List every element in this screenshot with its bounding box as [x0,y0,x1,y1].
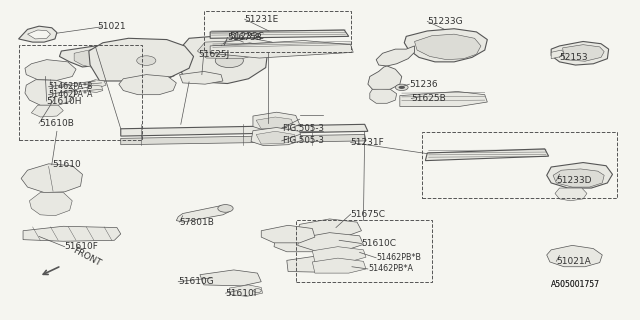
Polygon shape [25,80,76,105]
Polygon shape [89,80,106,87]
Text: 51610G: 51610G [178,277,214,286]
Polygon shape [298,233,364,251]
Polygon shape [19,26,57,42]
Polygon shape [256,117,293,129]
Text: 51462PA*A: 51462PA*A [49,90,93,99]
Circle shape [137,56,156,65]
Polygon shape [256,131,296,144]
Text: 51462PB*A: 51462PB*A [368,264,413,274]
Polygon shape [229,285,262,296]
Text: 51675C: 51675C [351,210,386,219]
Polygon shape [551,50,564,59]
Text: 51675B: 51675B [227,33,262,42]
Polygon shape [404,29,487,62]
Polygon shape [223,38,274,55]
Text: 57801B: 57801B [179,218,214,227]
Text: 52153: 52153 [559,53,588,62]
Polygon shape [87,85,103,92]
Text: 51610H: 51610H [47,97,82,106]
Polygon shape [400,92,487,107]
Polygon shape [89,38,193,81]
Polygon shape [370,89,397,103]
Text: 51610C: 51610C [362,239,397,248]
Polygon shape [551,42,609,65]
Polygon shape [298,219,362,237]
Polygon shape [376,46,415,66]
Circle shape [218,204,233,212]
Polygon shape [121,134,366,145]
Polygon shape [119,75,176,95]
Polygon shape [563,45,604,61]
Polygon shape [25,60,76,80]
Bar [19,45,143,140]
Text: 51231E: 51231E [244,15,279,24]
Text: 51236: 51236 [410,80,438,89]
Text: 51231F: 51231F [351,138,385,147]
Polygon shape [261,225,315,243]
Polygon shape [251,127,302,146]
Polygon shape [229,43,269,54]
Text: 51625B: 51625B [412,94,446,103]
Circle shape [399,86,405,89]
Polygon shape [274,234,332,252]
Polygon shape [547,163,612,188]
Polygon shape [287,256,336,272]
Circle shape [215,53,243,68]
Polygon shape [179,71,223,84]
Polygon shape [415,34,481,60]
Polygon shape [121,124,368,136]
Polygon shape [60,46,174,81]
Polygon shape [547,245,602,267]
Polygon shape [176,205,232,222]
Polygon shape [312,247,366,262]
Polygon shape [31,105,63,117]
Text: FIG.505-3: FIG.505-3 [282,124,324,132]
Text: 51021: 51021 [98,22,126,31]
Text: 51462PA*B: 51462PA*B [49,82,93,91]
Polygon shape [74,49,140,69]
Polygon shape [253,112,300,131]
Circle shape [396,84,408,91]
Text: 51462PB*B: 51462PB*B [376,253,421,262]
Bar [204,11,351,52]
Bar [422,132,617,197]
Text: 51233C: 51233C [229,32,264,41]
Text: 51610I: 51610I [225,289,257,298]
Polygon shape [312,258,366,273]
Text: 51610: 51610 [52,160,81,169]
Polygon shape [29,193,72,216]
Text: 51610B: 51610B [39,119,74,128]
Polygon shape [210,30,349,38]
Polygon shape [28,30,51,39]
Text: 51625J: 51625J [198,50,230,59]
Polygon shape [176,36,268,84]
Polygon shape [210,41,353,58]
Polygon shape [426,149,548,161]
Text: 51610F: 51610F [65,242,99,251]
Text: 51233G: 51233G [428,17,463,26]
Polygon shape [21,164,83,193]
Polygon shape [197,41,257,59]
Text: FRONT: FRONT [71,245,102,268]
Polygon shape [23,226,121,241]
Polygon shape [555,188,587,201]
Text: 51233D: 51233D [556,176,592,185]
Text: A505001757: A505001757 [551,280,600,289]
Polygon shape [553,169,604,187]
Bar [296,220,432,282]
Text: A505001757: A505001757 [551,280,600,289]
Polygon shape [200,270,261,286]
Polygon shape [368,66,402,91]
Text: FIG.505-3: FIG.505-3 [282,136,324,145]
Text: 51021A: 51021A [556,257,591,266]
